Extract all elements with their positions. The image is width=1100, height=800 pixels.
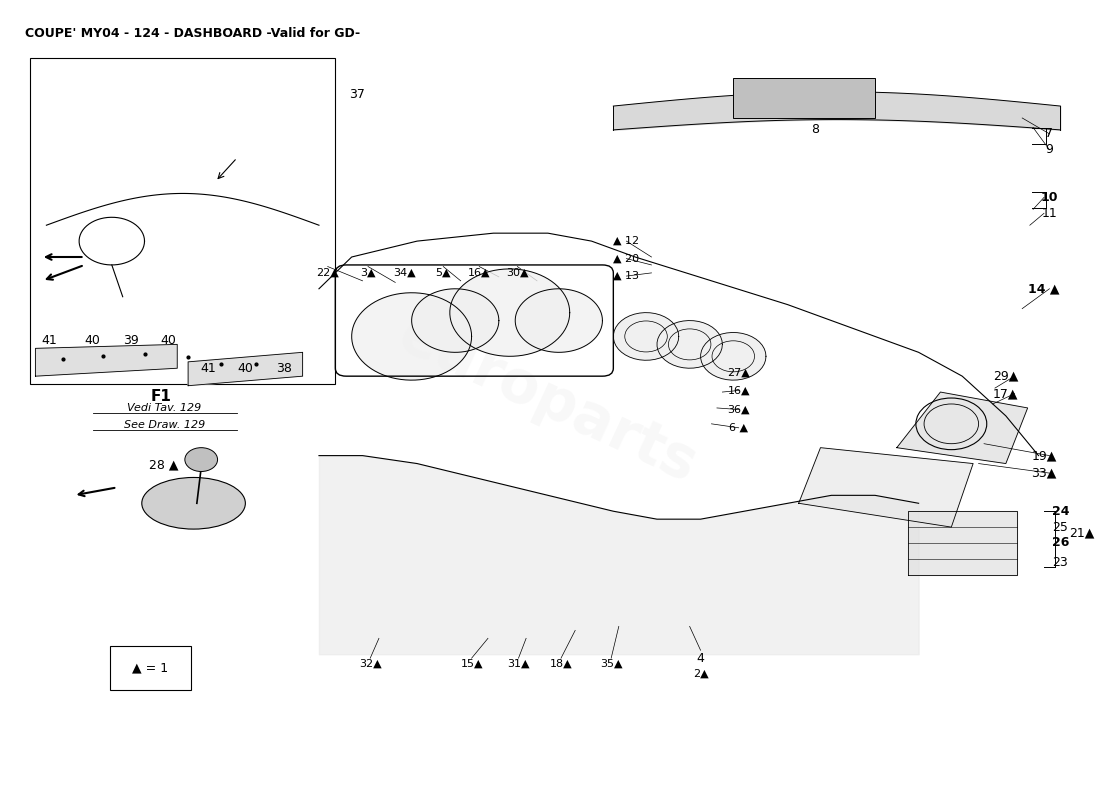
Text: 30▲: 30▲ — [506, 268, 529, 278]
Text: 23: 23 — [1053, 556, 1068, 570]
Text: 28 ▲: 28 ▲ — [150, 458, 179, 472]
Text: 10: 10 — [1041, 191, 1058, 204]
Text: 32▲: 32▲ — [359, 658, 382, 669]
Text: 36▲: 36▲ — [727, 405, 750, 414]
Polygon shape — [411, 289, 499, 352]
Text: COUPE' MY04 - 124 - DASHBOARD -Valid for GD-: COUPE' MY04 - 124 - DASHBOARD -Valid for… — [24, 26, 360, 40]
Bar — [734, 78, 874, 118]
Polygon shape — [352, 293, 472, 380]
Polygon shape — [896, 392, 1027, 463]
Polygon shape — [450, 269, 570, 356]
Text: 6 ▲: 6 ▲ — [729, 423, 748, 433]
Text: 7: 7 — [1045, 127, 1054, 140]
Text: ▲ = 1: ▲ = 1 — [132, 662, 168, 674]
Text: Vedi Tav. 129: Vedi Tav. 129 — [126, 403, 201, 413]
Polygon shape — [657, 321, 723, 368]
Text: 21▲: 21▲ — [1069, 526, 1094, 539]
Text: 40: 40 — [161, 334, 176, 347]
Text: 11: 11 — [1042, 207, 1057, 220]
Text: 39: 39 — [123, 334, 140, 347]
Text: 16▲: 16▲ — [468, 268, 491, 278]
Text: 5▲: 5▲ — [436, 268, 451, 278]
Text: See Draw. 129: See Draw. 129 — [123, 421, 205, 430]
Polygon shape — [188, 352, 302, 386]
Polygon shape — [701, 333, 766, 380]
Text: 14 ▲: 14 ▲ — [1028, 282, 1059, 295]
Polygon shape — [515, 289, 603, 352]
Text: 29▲: 29▲ — [993, 370, 1019, 382]
Polygon shape — [799, 448, 974, 527]
Text: 18▲: 18▲ — [550, 658, 572, 669]
Text: 31▲: 31▲ — [507, 658, 530, 669]
Text: ▲ 20: ▲ 20 — [614, 254, 639, 263]
Text: 4: 4 — [696, 652, 704, 665]
Circle shape — [185, 448, 218, 471]
Bar — [30, 58, 335, 384]
Ellipse shape — [142, 478, 245, 529]
Text: 3▲: 3▲ — [361, 268, 376, 278]
Text: 24: 24 — [1052, 505, 1069, 518]
Text: 15▲: 15▲ — [460, 658, 483, 669]
Text: 40: 40 — [236, 362, 253, 374]
Text: F1: F1 — [151, 389, 172, 403]
Text: 40: 40 — [85, 334, 100, 347]
Text: 41: 41 — [200, 362, 216, 374]
Text: 17▲: 17▲ — [993, 387, 1019, 400]
Polygon shape — [35, 344, 177, 376]
Text: 35▲: 35▲ — [600, 658, 623, 669]
Text: 37: 37 — [349, 88, 365, 101]
Text: 41: 41 — [42, 334, 57, 347]
Text: europarts: europarts — [389, 306, 706, 494]
Text: 9: 9 — [1045, 143, 1054, 156]
Text: ▲ 12: ▲ 12 — [614, 236, 639, 246]
Text: 25: 25 — [1053, 521, 1068, 534]
Text: 33▲: 33▲ — [1032, 466, 1057, 479]
Text: 27▲: 27▲ — [727, 367, 750, 377]
Text: 8: 8 — [811, 123, 819, 136]
Text: 2▲: 2▲ — [693, 669, 708, 679]
Text: 22▲: 22▲ — [317, 268, 339, 278]
Text: 34▲: 34▲ — [393, 268, 416, 278]
Text: ▲ 13: ▲ 13 — [614, 271, 639, 281]
Text: 16▲: 16▲ — [727, 386, 750, 395]
Polygon shape — [908, 511, 1016, 574]
Text: 38: 38 — [276, 362, 292, 374]
Text: 26: 26 — [1052, 537, 1069, 550]
Polygon shape — [614, 313, 679, 360]
Text: 19▲: 19▲ — [1032, 449, 1057, 462]
Bar — [110, 646, 191, 690]
